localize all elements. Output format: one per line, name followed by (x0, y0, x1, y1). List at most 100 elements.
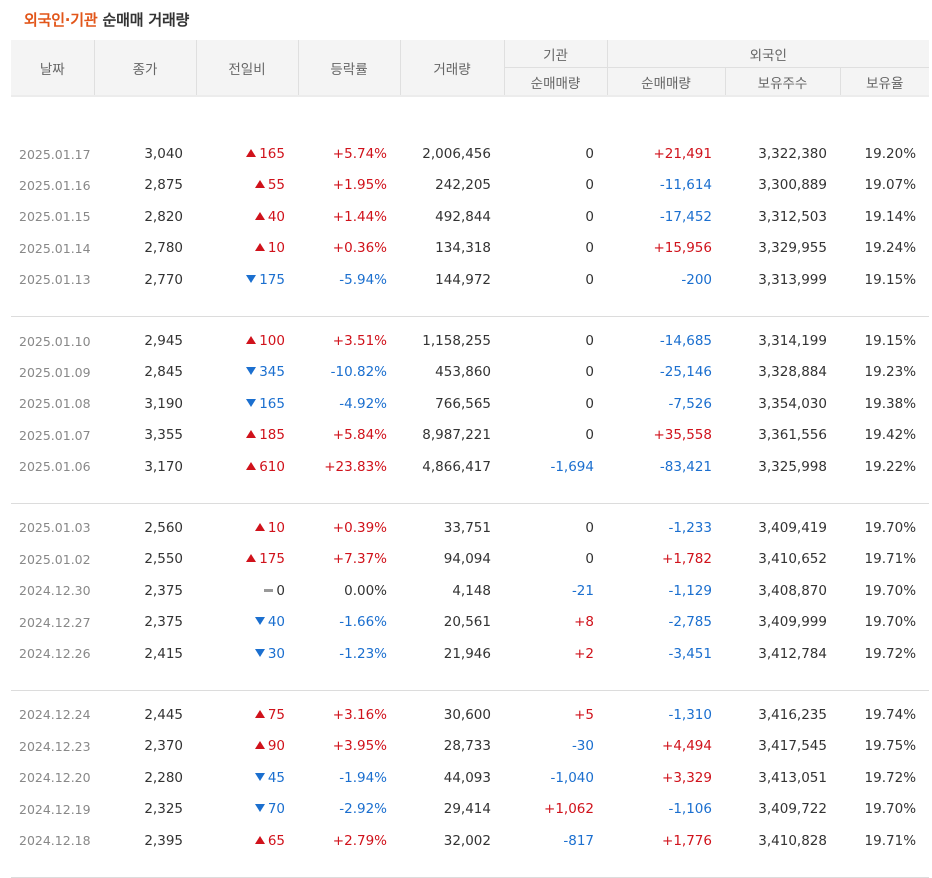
change-value: 10 (267, 519, 285, 536)
change-cell: 90 (196, 731, 298, 762)
frgn-net-cell: -2,785 (668, 614, 712, 631)
rate-cell: +3.51% (332, 333, 387, 350)
close-price-cell: 3,040 (144, 146, 183, 163)
change-cell: 10 (196, 233, 298, 264)
change-cell: 65 (196, 825, 298, 856)
change-cell: 345 (196, 357, 298, 388)
triangle-down-icon (246, 367, 257, 376)
date-cell: 2025.01.07 (19, 427, 91, 443)
frgn-hold-cell: 3,354,030 (758, 395, 827, 412)
frgn-ratio-cell: 19.70% (864, 614, 917, 631)
table-row: 2024.12.18 2,395 65 +2.79% 32,002 -817 +1,776 3… (11, 825, 929, 856)
section-title-accent: 외국인·기관 (24, 11, 98, 29)
rate-cell: +1.44% (332, 208, 387, 225)
change-value: 165 (259, 395, 285, 412)
row-spacer (11, 504, 929, 513)
group-divider (11, 482, 930, 505)
change-cell: 185 (196, 420, 298, 451)
inst-net-cell: +1,062 (544, 801, 594, 818)
table-row: 2025.01.08 3,190 165 -4.92% 766,565 0 -7,526 3,… (11, 388, 929, 419)
rate-cell: -2.92% (339, 801, 387, 818)
close-price-cell: 3,170 (144, 458, 183, 475)
table-row: 2024.12.23 2,370 90 +3.95% 28,733 -30 +4,494 3,… (11, 731, 929, 762)
rate-cell: +3.95% (332, 738, 387, 755)
change-value: 30 (267, 645, 285, 662)
row-spacer (11, 128, 929, 138)
close-price-cell: 2,945 (144, 333, 183, 350)
table-row: 2024.12.26 2,415 30 -1.23% 21,946 +2 -3,451 3,4… (11, 638, 929, 669)
change-value: 45 (267, 769, 285, 786)
frgn-ratio-cell: 19.15% (864, 333, 917, 350)
frgn-net-cell: -7,526 (668, 395, 712, 412)
rate-cell: +7.37% (332, 551, 387, 568)
change-cell: 175 (196, 544, 298, 575)
frgn-net-cell: -1,106 (668, 801, 712, 818)
frgn-ratio-cell: 19.15% (864, 271, 917, 288)
header-inst-net: 순매매량 (504, 67, 608, 96)
change-cell: 165 (196, 138, 298, 169)
frgn-ratio-cell: 19.20% (864, 146, 917, 163)
change-cell: 0 (196, 575, 298, 606)
close-price-cell: 2,875 (144, 177, 183, 194)
frgn-net-cell: +4,494 (662, 738, 712, 755)
date-cell: 2025.01.13 (19, 272, 91, 288)
date-cell: 2025.01.08 (19, 396, 91, 412)
inst-net-cell: 0 (585, 395, 594, 412)
close-price-cell: 2,550 (144, 551, 183, 568)
date-cell: 2025.01.06 (19, 459, 91, 475)
frgn-net-cell: -14,685 (659, 333, 712, 350)
change-value: 55 (267, 177, 285, 194)
section-title-rest: 순매매 거래량 (97, 11, 190, 29)
header-change: 전일비 (196, 40, 299, 96)
rate-cell: +5.74% (332, 146, 387, 163)
volume-cell: 242,205 (435, 177, 491, 194)
volume-cell: 29,414 (443, 801, 491, 818)
table-row: 2024.12.24 2,445 75 +3.16% 30,600 +5 -1,310 3,4… (11, 699, 929, 730)
date-cell: 2024.12.26 (19, 646, 91, 662)
rate-cell: -10.82% (330, 364, 387, 381)
volume-cell: 134,318 (435, 240, 491, 257)
change-cell: 45 (196, 762, 298, 793)
triangle-up-icon (254, 709, 265, 718)
rate-cell: +5.84% (332, 427, 387, 444)
inst-net-cell: 0 (585, 208, 594, 225)
inst-net-cell: 0 (585, 177, 594, 194)
rate-cell: +23.83% (324, 458, 387, 475)
triangle-up-icon (254, 180, 265, 189)
frgn-ratio-cell: 19.71% (864, 551, 917, 568)
volume-cell: 766,565 (435, 395, 491, 412)
frgn-net-cell: -1,310 (668, 706, 712, 723)
close-price-cell: 2,415 (144, 645, 183, 662)
change-cell: 100 (196, 325, 298, 356)
frgn-ratio-cell: 19.74% (864, 706, 917, 723)
inst-net-cell: 0 (585, 271, 594, 288)
frgn-hold-cell: 3,314,199 (758, 333, 827, 350)
inst-net-cell: +2 (574, 645, 594, 662)
table-row: 2025.01.09 2,845 345 -10.82% 453,860 0 -25,146… (11, 357, 929, 388)
header-date: 날짜 (11, 40, 95, 96)
table-row: 2025.01.03 2,560 10 +0.39% 33,751 0 -1,233 3,40… (11, 512, 929, 543)
table-body: 2025.01.17 3,040 165 +5.74% 2,006,456 0 +21,49… (11, 94, 930, 878)
inst-net-cell: -817 (563, 832, 594, 849)
date-cell: 2024.12.20 (19, 770, 91, 786)
inst-net-cell: 0 (585, 427, 594, 444)
triangle-down-icon (254, 617, 265, 626)
frgn-hold-cell: 3,417,545 (758, 738, 827, 755)
frgn-ratio-cell: 19.24% (864, 240, 917, 257)
triangle-down-icon (254, 648, 265, 657)
rate-cell: +0.39% (332, 519, 387, 536)
date-cell: 2025.01.15 (19, 209, 91, 225)
volume-cell: 4,866,417 (422, 458, 491, 475)
triangle-up-icon (254, 243, 265, 252)
frgn-hold-cell: 3,416,235 (758, 706, 827, 723)
volume-cell: 30,600 (443, 706, 491, 723)
triangle-down-icon (246, 274, 257, 283)
frgn-net-cell: +35,558 (653, 427, 712, 444)
frgn-net-cell: +1,782 (662, 551, 712, 568)
volume-cell: 20,561 (443, 614, 491, 631)
frgn-hold-cell: 3,313,999 (758, 271, 827, 288)
table-row: 2025.01.06 3,170 610 +23.83% 4,866,417 -1,694… (11, 451, 929, 482)
inst-net-cell: 0 (585, 240, 594, 257)
inst-net-cell: 0 (585, 146, 594, 163)
frgn-hold-cell: 3,410,828 (758, 832, 827, 849)
